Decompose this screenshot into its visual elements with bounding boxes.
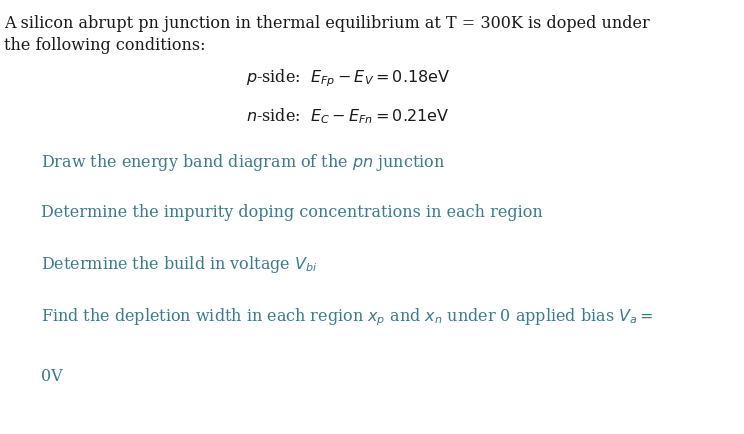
- Text: the following conditions:: the following conditions:: [4, 37, 205, 54]
- Text: A silicon abrupt pn junction in thermal equilibrium at T = 300K is doped under: A silicon abrupt pn junction in thermal …: [4, 15, 650, 32]
- Text: $n$-side:  $E_C - E_{Fn} = 0.21\mathrm{eV}$: $n$-side: $E_C - E_{Fn} = 0.21\mathrm{eV…: [246, 106, 449, 126]
- Text: Draw the energy band diagram of the $pn$ junction: Draw the energy band diagram of the $pn$…: [41, 152, 445, 173]
- Text: Determine the build in voltage $V_{bi}$: Determine the build in voltage $V_{bi}$: [41, 254, 318, 275]
- Text: $p$-side:  $E_{Fp} - E_V = 0.18\mathrm{eV}$: $p$-side: $E_{Fp} - E_V = 0.18\mathrm{eV…: [246, 67, 449, 89]
- Text: Determine the impurity doping concentrations in each region: Determine the impurity doping concentrat…: [41, 204, 542, 221]
- Text: Find the depletion width in each region $x_p$ and $x_n$ under 0 applied bias $V_: Find the depletion width in each region …: [41, 306, 653, 328]
- Text: 0V: 0V: [41, 367, 62, 384]
